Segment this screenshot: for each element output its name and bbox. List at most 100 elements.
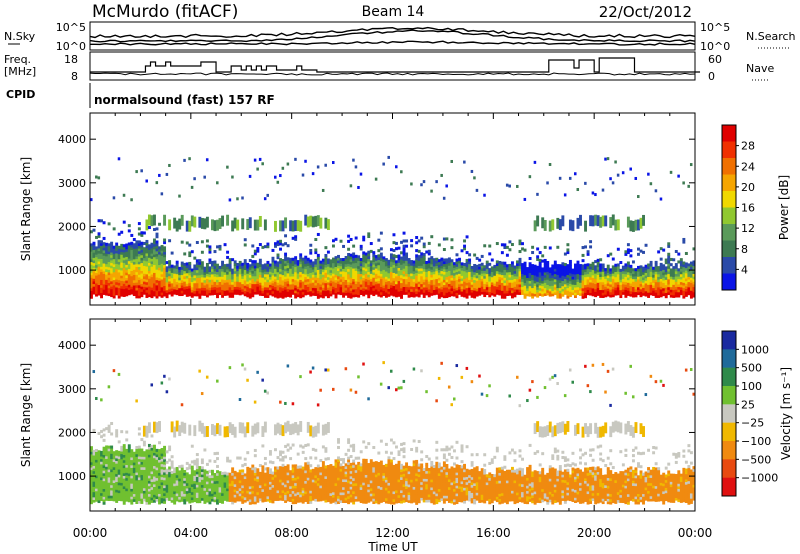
data-cell [102,291,106,295]
data-cell [440,262,444,266]
data-cell [110,497,114,501]
data-cell [294,282,298,286]
data-cell [132,480,136,484]
data-cell [392,290,396,294]
data-cell [563,283,567,287]
data-cell [105,492,109,496]
data-cell [153,468,156,472]
data-cell [190,279,194,283]
data-cell [132,277,136,281]
data-cell [284,278,288,282]
colorbar-segment [722,257,736,274]
data-cell [130,498,134,502]
data-cell [427,270,431,274]
data-cell [130,233,134,237]
data-cell [677,270,681,274]
data-cell [586,276,590,280]
data-cell [147,254,151,258]
data-cell [142,257,146,261]
data-cell [127,467,131,471]
data-cell [619,295,623,299]
data-cell [115,455,119,459]
data-cell [112,196,116,200]
data-cell [377,267,381,271]
data-cell [639,267,643,271]
data-cell [107,495,111,499]
data-cell [173,283,177,287]
data-cell [395,273,398,277]
data-cell [135,279,139,283]
data-cell [205,244,209,248]
data-cell [145,496,149,500]
data-cell [211,276,214,280]
data-cell [168,497,172,501]
data-cell [142,241,146,245]
data-cell [402,244,406,248]
data-cell [241,265,245,269]
data-cell [125,438,129,442]
data-cell [407,260,411,264]
data-cell [546,181,549,185]
data-cell [253,288,257,292]
data-cell [596,274,600,278]
data-cell [168,163,171,167]
data-cell [274,220,277,232]
data-cell [205,273,209,277]
data-cell [153,293,156,297]
data-cell [279,265,282,269]
data-cell [211,274,214,278]
data-cell [460,262,464,266]
data-cell [147,422,151,434]
data-cell [132,245,136,249]
data-cell [594,265,598,269]
data-cell [175,485,179,489]
data-cell [95,477,98,481]
data-cell [415,275,419,279]
data-cell [168,445,172,449]
data-cell [465,292,469,296]
data-cell [97,232,101,236]
data-cell [276,274,280,278]
data-cell [142,479,146,484]
data-cell [440,273,444,277]
data-cell [90,488,93,492]
data-cell [442,263,446,267]
data-cell [185,270,189,274]
data-cell [193,272,197,276]
data-cell [178,473,182,477]
data-cell [427,289,431,293]
data-cell [490,279,494,283]
data-cell [677,278,681,282]
data-cell [379,283,383,287]
data-cell [170,476,174,480]
data-cell [150,497,154,501]
data-cell [100,290,104,294]
data-cell [112,451,116,455]
data-cell [281,220,285,232]
data-cell [611,265,615,269]
data-cell [601,266,605,270]
data-cell [314,261,318,265]
data-cell [110,461,114,465]
data-cell [397,280,401,284]
data-cell [160,463,164,467]
data-cell [140,448,144,452]
data-cell [195,259,199,263]
data-cell [369,278,373,282]
data-cell [279,281,282,285]
data-cell [574,276,577,280]
data-cell [92,252,96,256]
data-cell [503,277,507,281]
data-cell [140,493,144,497]
data-cell [533,283,537,287]
data-cell [135,277,139,281]
data-cell [137,258,141,262]
data-cell [190,491,194,495]
data-cell [473,263,477,268]
data-cell [173,270,177,274]
data-cell [190,215,194,227]
data-cell [440,275,444,279]
data-cell [541,283,545,287]
data-cell [90,451,93,455]
data-cell [153,288,156,292]
